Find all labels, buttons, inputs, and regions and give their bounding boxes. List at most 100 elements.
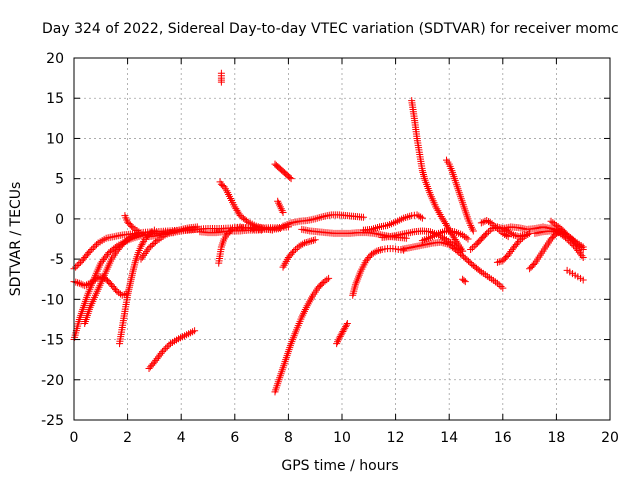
data-point (461, 278, 469, 286)
x-tick-label: 2 (123, 430, 132, 446)
data-point (233, 206, 241, 214)
data-point (93, 274, 101, 282)
data-point (451, 235, 459, 243)
data-point (464, 235, 472, 243)
data-point (375, 247, 383, 255)
data-point (288, 249, 296, 257)
data-point (118, 241, 126, 249)
data-point (466, 259, 474, 267)
data-point (191, 327, 199, 335)
data-point (490, 221, 498, 229)
data-point (299, 240, 307, 248)
data-point (493, 279, 501, 287)
data-point (88, 278, 96, 286)
data-point (502, 232, 510, 240)
data-point (319, 278, 327, 286)
satellite-track (359, 211, 426, 234)
data-point (554, 223, 562, 231)
data-point (308, 237, 316, 245)
data-point (469, 227, 477, 235)
data-point (290, 247, 298, 255)
data-point (499, 284, 507, 292)
y-tick-label: -25 (41, 413, 64, 429)
data-point (467, 245, 475, 253)
data-point (137, 242, 145, 250)
data-point (90, 277, 98, 285)
data-point (463, 256, 471, 264)
data-point (456, 250, 464, 258)
y-tick-label: -20 (41, 373, 64, 389)
y-tick-label: 0 (55, 212, 64, 228)
data-point (440, 218, 448, 226)
data-point (461, 254, 469, 262)
data-point (89, 244, 97, 252)
data-point (552, 221, 560, 229)
y-tick-label: 10 (46, 131, 64, 147)
data-point (243, 217, 251, 225)
data-point (339, 328, 347, 336)
data-point (455, 249, 463, 257)
data-point (506, 249, 513, 257)
data-point (419, 169, 427, 177)
data-point (572, 239, 580, 247)
data-point (574, 241, 582, 249)
data-point (514, 239, 522, 247)
data-point (81, 282, 89, 290)
data-point (501, 230, 509, 238)
data-point (160, 346, 168, 354)
x-tick-label: 12 (387, 430, 405, 446)
satellite-track (279, 211, 367, 230)
data-point (421, 174, 429, 182)
data-point (579, 245, 587, 253)
data-point (120, 239, 128, 247)
data-point (551, 220, 559, 228)
data-point (341, 324, 349, 332)
data-point (579, 276, 587, 284)
data-point (72, 263, 80, 271)
satellite-track (274, 197, 287, 216)
data-point (131, 232, 139, 240)
data-point (510, 231, 518, 239)
data-point (232, 205, 240, 213)
data-point (86, 279, 94, 287)
data-point (369, 249, 377, 257)
data-point (452, 237, 460, 245)
data-point (492, 223, 500, 231)
data-point (157, 349, 165, 357)
data-point (562, 230, 570, 238)
data-point (460, 253, 468, 261)
data-point (506, 229, 514, 237)
axis-ticks (73, 57, 611, 421)
data-point (497, 228, 505, 236)
satellite-track (271, 274, 333, 396)
data-point (495, 258, 503, 266)
data-point (459, 231, 467, 239)
data-point (125, 235, 133, 243)
data-point (565, 233, 573, 241)
satellite-track (271, 160, 295, 183)
data-point (547, 217, 555, 225)
data-point (342, 321, 350, 329)
satellite-track (477, 216, 512, 241)
data-point (417, 213, 425, 221)
x-tick-label: 6 (230, 430, 239, 446)
data-point (124, 236, 132, 244)
data-point (231, 203, 239, 211)
data-point (495, 226, 503, 234)
data-point (84, 280, 92, 288)
data-point (476, 267, 484, 275)
data-point (468, 244, 476, 252)
data-point (309, 236, 317, 244)
data-point (163, 343, 171, 351)
data-point (515, 237, 523, 245)
tick-labels: 0 2 4 6 8 10 12 14 16 18 20 -25 -20 -15 -10 -5 0 5 10 15 20 (41, 51, 619, 446)
data-point (458, 251, 466, 259)
satellite-track (196, 225, 284, 237)
data-point (122, 237, 130, 245)
data-point (193, 223, 201, 231)
satellite-track (70, 273, 130, 299)
data-point (148, 241, 156, 249)
data-point (321, 277, 329, 285)
data-point (112, 286, 120, 294)
